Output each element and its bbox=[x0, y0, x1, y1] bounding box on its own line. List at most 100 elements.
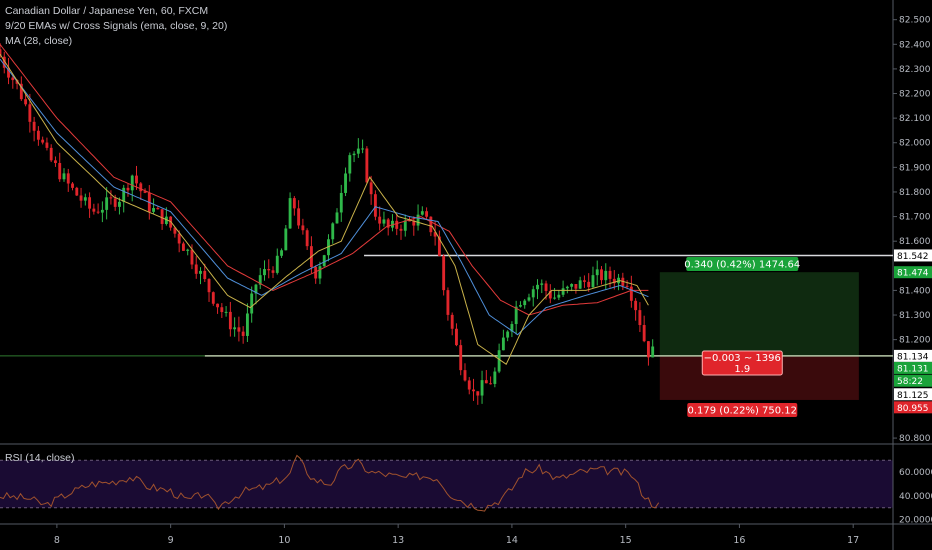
candle-body bbox=[139, 183, 143, 192]
candle-body bbox=[211, 292, 215, 304]
y-tick-label: 81.700 bbox=[899, 213, 931, 223]
candle-body bbox=[152, 208, 156, 212]
candle-body bbox=[45, 142, 49, 148]
price-tag bbox=[894, 361, 932, 374]
candle-body bbox=[160, 209, 164, 224]
candle-body bbox=[361, 148, 365, 150]
candle-body bbox=[186, 249, 190, 251]
candle-body bbox=[612, 278, 616, 284]
candle-body bbox=[58, 163, 62, 180]
candle-body bbox=[519, 305, 522, 307]
candle-body bbox=[561, 288, 565, 295]
candle-body bbox=[173, 227, 177, 234]
candle-body bbox=[420, 211, 424, 215]
candle-body bbox=[71, 183, 74, 188]
candle-body bbox=[510, 324, 514, 332]
candle-body bbox=[651, 346, 655, 358]
candle-body bbox=[130, 175, 134, 191]
x-tick-label: 15 bbox=[620, 535, 632, 546]
symbol-legend[interactable]: Canadian Dollar / Japanese Yen, 60, FXCM bbox=[5, 5, 209, 17]
candle-body bbox=[527, 297, 531, 301]
candle-body bbox=[348, 155, 352, 174]
candle-body bbox=[497, 350, 501, 372]
candle-body bbox=[476, 391, 480, 396]
candle-body bbox=[245, 313, 249, 336]
profit-zone bbox=[659, 272, 859, 356]
candle-body bbox=[523, 300, 527, 306]
price-tag bbox=[894, 388, 932, 401]
candle-body bbox=[416, 214, 420, 226]
candle-body bbox=[96, 211, 100, 213]
y-tick-label: 80.800 bbox=[899, 434, 931, 444]
candle-body bbox=[446, 290, 450, 315]
candle-body bbox=[228, 311, 232, 330]
candle-body bbox=[220, 307, 224, 313]
rsi-study-legend[interactable]: RSI (14, close) bbox=[5, 452, 75, 464]
candle-body bbox=[463, 370, 467, 381]
candle-body bbox=[608, 270, 612, 279]
candle-body bbox=[591, 275, 595, 288]
candle-body bbox=[335, 212, 339, 224]
price-tag bbox=[894, 249, 932, 262]
candle-body bbox=[582, 280, 586, 282]
y-tick-label: 82.400 bbox=[899, 40, 931, 50]
candle-body bbox=[156, 208, 160, 210]
candle-body bbox=[412, 220, 416, 226]
candle-body bbox=[544, 283, 548, 291]
candle-body bbox=[109, 197, 113, 199]
ema-study-legend[interactable]: 9/20 EMAs w/ Cross Signals (ema, close, … bbox=[5, 20, 228, 32]
candle-body bbox=[233, 327, 237, 330]
candle-body bbox=[75, 187, 79, 196]
candle-body bbox=[378, 216, 382, 224]
candle-body bbox=[489, 383, 493, 385]
candle-body bbox=[105, 197, 109, 210]
y-tick-label: 81.400 bbox=[899, 286, 931, 296]
candle-body bbox=[339, 192, 343, 213]
candle-body bbox=[32, 121, 36, 131]
svg-text:0.179 (0.22%) 750.12: 0.179 (0.22%) 750.12 bbox=[687, 406, 797, 417]
candle-body bbox=[7, 67, 10, 78]
candle-body bbox=[126, 187, 130, 191]
candle-body bbox=[241, 331, 245, 336]
candle-body bbox=[49, 147, 53, 161]
price-tag-label: 81.131 bbox=[897, 364, 929, 374]
candle-body bbox=[24, 99, 28, 105]
candle-body bbox=[297, 208, 301, 226]
candle-body bbox=[455, 328, 458, 346]
ema20-line bbox=[0, 58, 649, 336]
candle-body bbox=[237, 327, 241, 332]
candle-body bbox=[194, 264, 198, 274]
ma-study-legend[interactable]: MA (28, close) bbox=[5, 35, 73, 47]
ema9-line bbox=[0, 53, 649, 365]
candle-body bbox=[182, 243, 185, 251]
candle-body bbox=[565, 286, 569, 289]
x-tick-label: 9 bbox=[168, 535, 174, 546]
candle-body bbox=[0, 49, 2, 57]
y-tick-label: 82.500 bbox=[899, 16, 931, 26]
target-label: 0.340 (0.42%) 1474.64 bbox=[684, 257, 800, 271]
candle-body bbox=[514, 306, 518, 325]
candle-body bbox=[344, 173, 347, 193]
rsi-tick-label: 40.0000 bbox=[899, 492, 932, 502]
candle-body bbox=[386, 219, 390, 228]
candle-body bbox=[41, 139, 45, 143]
candle-body bbox=[66, 173, 70, 184]
rsi-band bbox=[0, 460, 893, 508]
candle-body bbox=[284, 228, 288, 251]
candle-body bbox=[254, 284, 258, 294]
candle-body bbox=[442, 255, 446, 291]
x-tick-label: 13 bbox=[392, 535, 404, 546]
candle-body bbox=[203, 270, 207, 280]
y-tick-label: 81.800 bbox=[899, 188, 931, 198]
candle-body bbox=[118, 201, 121, 207]
candle-body bbox=[164, 216, 168, 224]
candle-body bbox=[625, 285, 629, 287]
candle-body bbox=[634, 300, 638, 311]
candle-body bbox=[450, 314, 454, 329]
candle-body bbox=[318, 266, 322, 279]
candle-body bbox=[548, 290, 552, 299]
candle-body bbox=[207, 279, 211, 293]
candle-body bbox=[395, 220, 399, 229]
